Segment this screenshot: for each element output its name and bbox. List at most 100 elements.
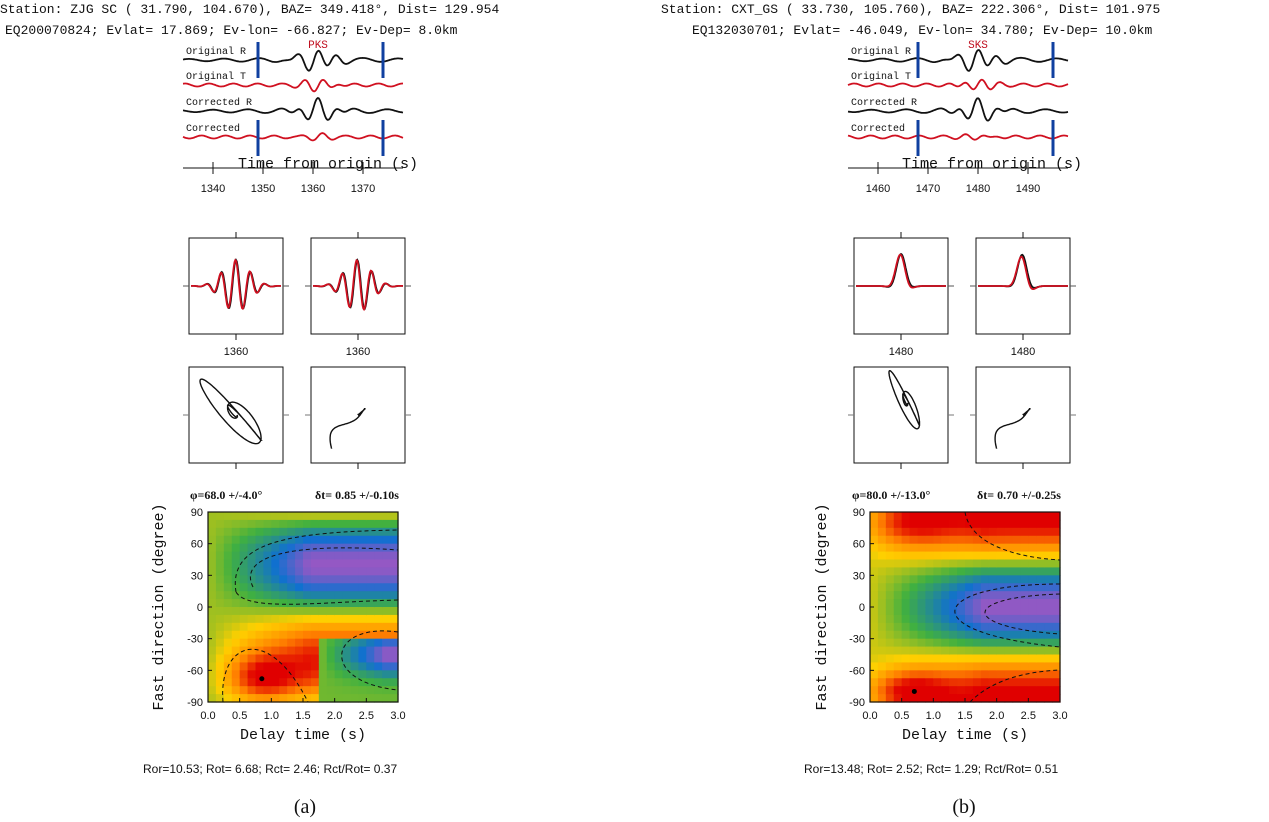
heatmap-cell bbox=[350, 599, 360, 608]
heatmap-cell bbox=[239, 575, 249, 584]
heatmap-cell bbox=[1036, 567, 1045, 576]
heatmap-cell bbox=[980, 662, 990, 671]
heatmap-cell bbox=[231, 670, 241, 679]
heatmap-cell bbox=[909, 607, 919, 616]
heatmap-cell bbox=[350, 575, 360, 584]
heatmap-cell bbox=[223, 519, 233, 529]
heatmap-cell bbox=[342, 622, 352, 632]
heatmap-cell bbox=[909, 670, 919, 679]
heatmap-cell bbox=[893, 535, 903, 545]
heatmap-cell bbox=[949, 591, 958, 600]
heatmap-cell bbox=[318, 519, 328, 529]
heatmap-cell bbox=[390, 535, 399, 545]
heatmap-cell bbox=[223, 583, 233, 592]
heatmap-cell bbox=[279, 622, 288, 632]
heatmap-cell bbox=[350, 527, 360, 537]
heatmap-cell bbox=[901, 567, 911, 576]
heatmap-cell bbox=[390, 646, 399, 656]
heatmap-cell bbox=[957, 512, 966, 521]
heatmap-cell bbox=[1044, 670, 1053, 679]
heatmap-cell bbox=[925, 654, 934, 664]
heatmap-cell bbox=[390, 654, 399, 664]
heatmap-cell bbox=[350, 694, 360, 703]
heatmap-cell bbox=[1004, 591, 1014, 600]
heatmap-cell bbox=[247, 630, 257, 640]
heatmap-cell bbox=[303, 694, 312, 703]
heatmap-cell bbox=[1036, 599, 1045, 608]
heatmap-cell bbox=[1020, 662, 1029, 671]
heatmap-cell bbox=[941, 599, 950, 608]
heatmap-cell bbox=[382, 512, 391, 521]
heatmap-cell bbox=[885, 591, 895, 600]
heatmap-cell bbox=[965, 575, 974, 584]
heatmap-cell bbox=[901, 630, 911, 640]
heatmap-cell bbox=[326, 654, 336, 664]
heatmap-cell bbox=[1028, 591, 1037, 600]
heatmap-cell bbox=[287, 694, 296, 703]
heatmap-cell bbox=[996, 567, 1006, 576]
heatmap-cell bbox=[1012, 614, 1022, 624]
heatmap-cell bbox=[310, 607, 320, 616]
heatmap-cell bbox=[295, 543, 304, 553]
splitting-panel-a: Station: ZJG SC ( 31.790, 104.670), BAZ=… bbox=[0, 0, 634, 822]
heatmap-cell bbox=[1028, 519, 1037, 529]
heatmap-cell bbox=[208, 638, 217, 648]
heatmap-cell bbox=[877, 512, 887, 521]
heatmap-cell bbox=[326, 686, 336, 695]
heatmap-cell bbox=[382, 622, 391, 632]
heatmap-cell bbox=[358, 567, 367, 576]
heatmap-cell bbox=[941, 607, 950, 616]
y-tick-label: 90 bbox=[191, 507, 203, 519]
heatmap-cell bbox=[996, 551, 1006, 561]
heatmap-cell bbox=[255, 662, 265, 671]
y-axis-label: Fast direction (degree) bbox=[151, 503, 168, 710]
heatmap-cell bbox=[374, 559, 383, 569]
heatmap-cell bbox=[239, 567, 249, 576]
heatmap-cell bbox=[318, 607, 328, 616]
heatmap-cell bbox=[208, 519, 217, 529]
waveform-tick-label: 1360 bbox=[346, 346, 370, 358]
heatmap-cell bbox=[279, 654, 288, 664]
heatmap-cell bbox=[877, 638, 887, 648]
heatmap-cell bbox=[366, 567, 375, 576]
heatmap-cell bbox=[901, 678, 911, 687]
heatmap-cell bbox=[1052, 694, 1061, 703]
heatmap-cell bbox=[925, 646, 934, 656]
heatmap-cell bbox=[988, 527, 998, 537]
heatmap-cell bbox=[972, 646, 982, 656]
heatmap-cell bbox=[318, 512, 328, 521]
heatmap-cell bbox=[909, 543, 919, 553]
heatmap-cell bbox=[342, 694, 352, 703]
heatmap-cell bbox=[972, 527, 982, 537]
heatmap-cell bbox=[1028, 614, 1037, 624]
heatmap-cell bbox=[390, 599, 399, 608]
heatmap-cell bbox=[263, 638, 272, 648]
heatmap-cell bbox=[271, 630, 280, 640]
heatmap-cell bbox=[350, 543, 360, 553]
heatmap-cell bbox=[287, 559, 296, 569]
heatmap-cell bbox=[965, 551, 974, 561]
heatmap-cell bbox=[326, 638, 336, 648]
heatmap-cell bbox=[279, 686, 288, 695]
heatmap-cell bbox=[965, 519, 974, 529]
heatmap-cell bbox=[893, 512, 903, 521]
heatmap-cell bbox=[925, 686, 934, 695]
heatmap-cell bbox=[972, 575, 982, 584]
heatmap-cell bbox=[287, 575, 296, 584]
heatmap-cell bbox=[342, 607, 352, 616]
heatmap-cell bbox=[965, 567, 974, 576]
heatmap-cell bbox=[949, 654, 958, 664]
dt-label: δt= 0.70 +/-0.25s bbox=[977, 488, 1061, 502]
heatmap-cell bbox=[980, 527, 990, 537]
heatmap-cell bbox=[263, 599, 272, 608]
heatmap-cell bbox=[239, 551, 249, 561]
heatmap-cell bbox=[350, 551, 360, 561]
heatmap-cell bbox=[223, 678, 233, 687]
heatmap-cell bbox=[223, 614, 233, 624]
heatmap-cell bbox=[223, 559, 233, 569]
heatmap-cell bbox=[318, 630, 328, 640]
heatmap-cell bbox=[303, 567, 312, 576]
red-trace-3 bbox=[182, 132, 404, 142]
heatmap-cell bbox=[231, 543, 241, 553]
heatmap-cell bbox=[988, 630, 998, 640]
